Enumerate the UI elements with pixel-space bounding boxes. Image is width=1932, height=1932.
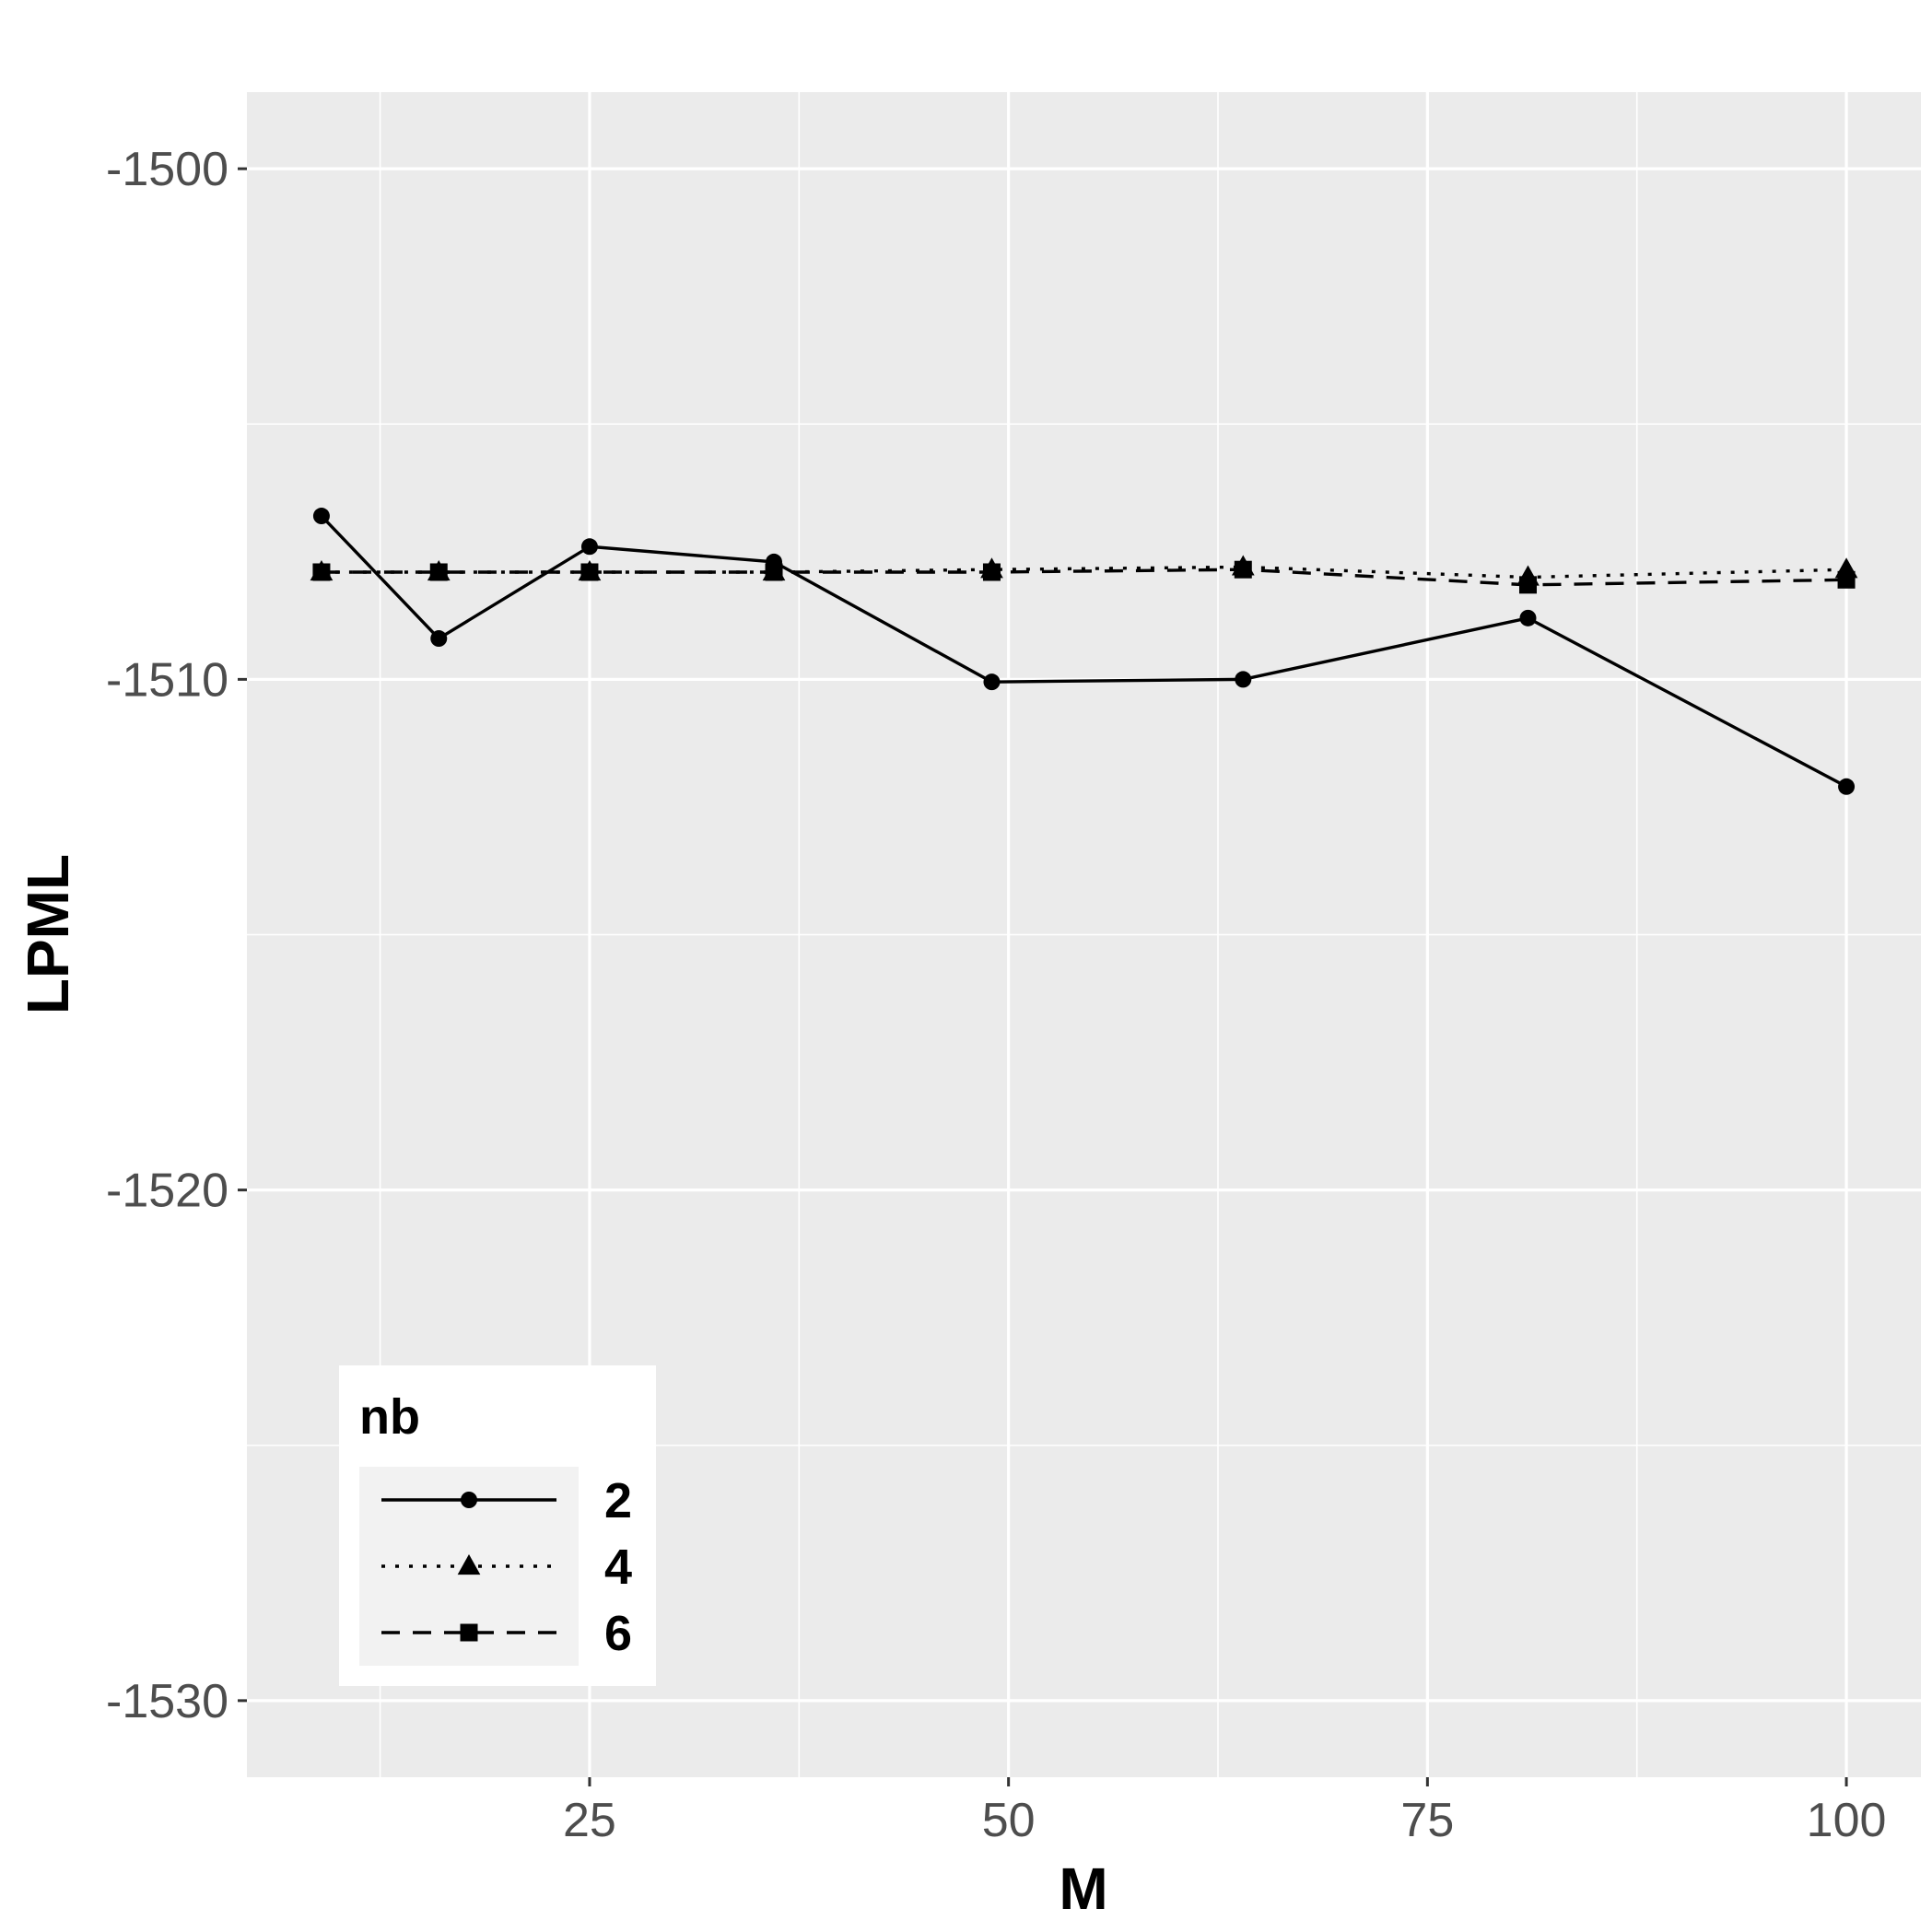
x-tick-label: 25 [563,1794,616,1847]
legend-item-4: 4 [381,1540,632,1595]
legend-keys: 2 4 6 [381,1473,632,1661]
legend-label: 4 [604,1540,632,1595]
axis-layer: 25 50 75 100 -1530 -1520 -1510 -1500 [106,143,1886,1847]
series-2-line [320,514,1847,789]
series-2-point [430,630,448,648]
series-2-point [1838,778,1856,795]
series-2-point [1235,671,1252,688]
x-tick-label: 100 [1807,1794,1887,1847]
legend-key-marker [457,1554,481,1575]
y-tick-label: -1510 [106,653,228,707]
series-4 [310,555,1858,586]
legend-key-marker [461,1492,477,1508]
series-4-point [1231,555,1255,576]
y-tick-label: -1520 [106,1165,228,1218]
x-axis-title: M [1059,1856,1107,1922]
x-tick-label: 50 [982,1794,1036,1847]
legend-item-6: 6 [381,1606,632,1661]
major-gridlines [247,92,1921,1777]
series-layer [310,508,1858,795]
series-4-point [427,559,451,581]
series-6-line [321,568,1847,587]
series-2 [312,508,1856,795]
legend: nb 2 4 6 [339,1365,656,1686]
y-tick-label: -1500 [106,143,228,196]
series-4-point [578,559,602,581]
legend-title: nb [359,1389,420,1445]
series-4-point [762,559,786,581]
series-2-point [766,553,783,570]
y-tick-label: -1530 [106,1675,228,1728]
legend-label: 2 [604,1473,632,1528]
legend-key-marker [460,1623,478,1642]
x-tick-label: 75 [1400,1794,1454,1847]
legend-label: 6 [604,1606,632,1661]
series-4-point [1516,565,1540,586]
series-2-point [580,538,598,556]
legend-item-2: 2 [381,1473,632,1528]
series-4-point [1834,557,1858,579]
series-4-point [980,557,1003,579]
series-2-point [312,508,330,525]
y-axis-title: LPML [15,854,81,1014]
series-2-point [983,673,1001,691]
series-4-point [310,559,334,581]
minor-gridlines [247,92,1921,1777]
series-2-point [1519,609,1537,626]
